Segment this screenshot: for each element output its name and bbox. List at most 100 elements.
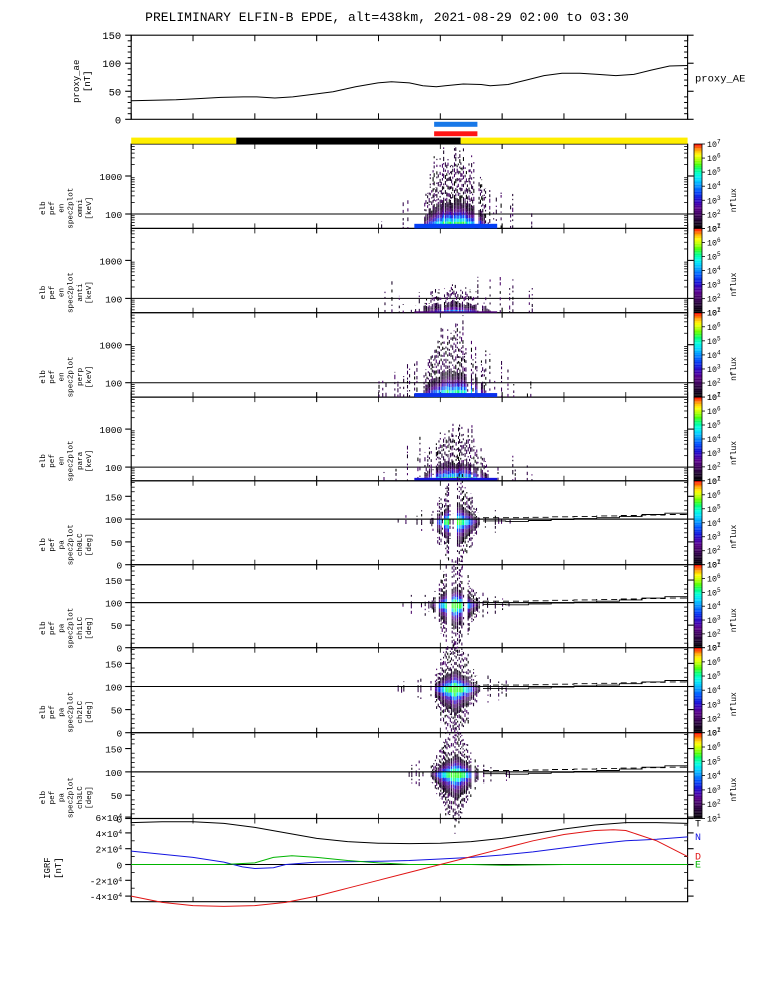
svg-text:[deg]: [deg]: [86, 786, 94, 809]
svg-text:102: 102: [707, 378, 721, 390]
svg-text:105: 105: [707, 251, 721, 263]
svg-text:pef: pef: [49, 705, 57, 719]
svg-text:spec2plot: spec2plot: [68, 608, 76, 649]
svg-text:[deg]: [deg]: [86, 617, 94, 640]
svg-text:150: 150: [105, 576, 122, 587]
svg-text:pef: pef: [49, 285, 57, 299]
svg-text:ch1LC: ch1LC: [77, 616, 85, 639]
svg-text:[keV]: [keV]: [86, 197, 94, 220]
svg-text:100: 100: [105, 463, 122, 474]
svg-text:102: 102: [707, 713, 721, 725]
svg-text:en: en: [58, 372, 66, 381]
svg-text:150: 150: [105, 745, 122, 756]
svg-text:103: 103: [707, 195, 721, 207]
svg-text:pef: pef: [49, 454, 57, 468]
svg-text:elb: elb: [40, 790, 48, 804]
svg-text:103: 103: [707, 363, 721, 375]
svg-text:100: 100: [105, 768, 122, 779]
svg-text:103: 103: [707, 615, 721, 627]
svg-text:107: 107: [707, 475, 721, 487]
svg-text:nflux: nflux: [730, 357, 739, 381]
svg-text:106: 106: [707, 489, 721, 501]
svg-text:107: 107: [707, 223, 721, 235]
svg-text:nflux: nflux: [730, 525, 739, 549]
svg-text:proxy_ae: proxy_ae: [72, 60, 82, 103]
svg-text:para: para: [77, 451, 85, 470]
svg-text:spec2plot: spec2plot: [68, 188, 76, 229]
svg-text:[deg]: [deg]: [86, 701, 94, 724]
svg-text:elb: elb: [40, 285, 48, 299]
svg-text:elb: elb: [40, 537, 48, 551]
svg-text:100: 100: [105, 294, 122, 305]
svg-text:104: 104: [707, 349, 721, 361]
svg-text:nflux: nflux: [730, 608, 739, 632]
svg-text:en: en: [58, 288, 66, 297]
svg-text:105: 105: [707, 587, 721, 599]
svg-text:spec2plot: spec2plot: [68, 272, 76, 313]
svg-text:proxy_AE: proxy_AE: [695, 73, 745, 85]
svg-text:elb: elb: [40, 454, 48, 468]
svg-text:50: 50: [111, 706, 123, 717]
svg-text:0: 0: [115, 115, 121, 127]
svg-text:spec2plot: spec2plot: [68, 524, 76, 565]
svg-text:1000: 1000: [99, 172, 122, 183]
svg-text:[keV]: [keV]: [86, 281, 94, 304]
svg-text:104: 104: [707, 433, 721, 445]
svg-text:100: 100: [105, 599, 122, 610]
svg-text:1000: 1000: [99, 341, 122, 352]
svg-text:104: 104: [707, 601, 721, 613]
svg-text:pef: pef: [49, 370, 57, 384]
svg-text:1000: 1000: [99, 256, 122, 267]
svg-text:elb: elb: [40, 621, 48, 635]
svg-text:104: 104: [707, 181, 721, 193]
svg-text:150: 150: [105, 659, 122, 670]
svg-text:150: 150: [102, 31, 121, 43]
svg-text:103: 103: [707, 699, 721, 711]
svg-text:elb: elb: [40, 201, 48, 215]
svg-text:103: 103: [707, 279, 721, 291]
svg-text:pa: pa: [58, 623, 66, 633]
svg-text:en: en: [58, 456, 66, 465]
svg-text:ch2LC: ch2LC: [77, 700, 85, 723]
svg-text:pef: pef: [49, 537, 57, 551]
svg-text:spec2plot: spec2plot: [68, 356, 76, 397]
svg-text:100: 100: [105, 683, 122, 694]
svg-text:spec2plot: spec2plot: [68, 692, 76, 733]
svg-text:100: 100: [102, 59, 121, 71]
svg-text:103: 103: [707, 447, 721, 459]
svg-text:PRELIMINARY ELFIN-B EPDE, alt=: PRELIMINARY ELFIN-B EPDE, alt=438km, 202…: [145, 10, 629, 25]
svg-text:pa: pa: [58, 707, 66, 717]
svg-text:en: en: [58, 204, 66, 213]
svg-text:perp: perp: [77, 367, 85, 386]
svg-text:50: 50: [109, 87, 122, 99]
svg-text:0: 0: [116, 729, 122, 740]
svg-text:pef: pef: [49, 201, 57, 215]
svg-text:104: 104: [707, 265, 721, 277]
svg-text:pef: pef: [49, 790, 57, 804]
svg-text:106: 106: [707, 573, 721, 585]
svg-text:100: 100: [105, 515, 122, 526]
svg-text:ch3LC: ch3LC: [77, 786, 85, 809]
svg-text:104: 104: [707, 685, 721, 697]
svg-text:spec2plot: spec2plot: [68, 440, 76, 481]
svg-text:0: 0: [116, 561, 122, 572]
svg-text:106: 106: [707, 237, 721, 249]
svg-text:[keV]: [keV]: [86, 450, 94, 473]
svg-text:103: 103: [707, 531, 721, 543]
svg-text:102: 102: [707, 545, 721, 557]
svg-text:102: 102: [707, 628, 721, 640]
svg-text:107: 107: [707, 559, 721, 571]
svg-text:pef: pef: [49, 621, 57, 635]
svg-text:106: 106: [707, 656, 721, 668]
svg-text:105: 105: [707, 335, 721, 347]
svg-text:[nT]: [nT]: [83, 70, 93, 92]
svg-text:106: 106: [707, 153, 721, 165]
svg-text:nflux: nflux: [730, 272, 739, 296]
svg-text:elb: elb: [40, 705, 48, 719]
svg-text:104: 104: [707, 517, 721, 529]
svg-text:nflux: nflux: [730, 188, 739, 212]
svg-text:106: 106: [707, 321, 721, 333]
svg-text:nflux: nflux: [730, 441, 739, 465]
svg-text:107: 107: [707, 139, 721, 151]
svg-text:102: 102: [707, 209, 721, 221]
